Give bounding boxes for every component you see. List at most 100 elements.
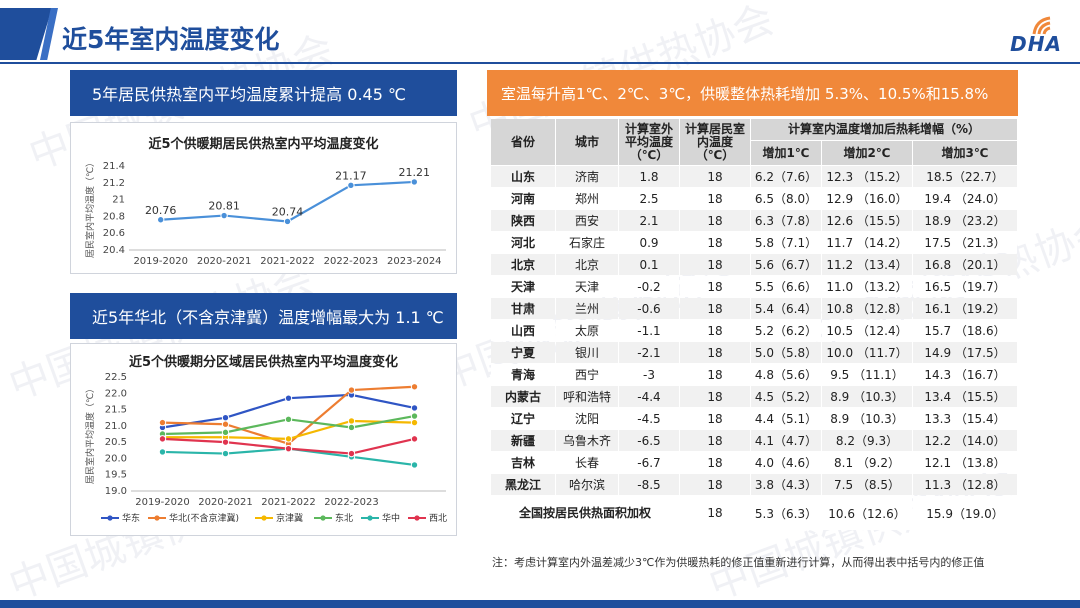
x-tick-label: 2021-2022 [260, 256, 315, 267]
y-tick-label: 22.5 [105, 372, 127, 383]
data-point [221, 438, 230, 446]
cell-inc2: 8.9 （10.3） [822, 386, 912, 407]
cell-inc1: 6.2（7.6） [751, 166, 821, 187]
data-point [220, 211, 228, 220]
data-point [221, 420, 230, 428]
y-axis-label: 居民室内平均温度（℃） [84, 384, 96, 484]
legend-marker [107, 515, 113, 521]
chart-title: 近5个供暖期居民供热室内平均温度变化 [148, 137, 379, 152]
chart-panel-regional: 近5个供暖期分区域居民供热室内平均温度变化 居民室内平均温度（℃） 22.5 22.… [70, 343, 457, 536]
data-point [347, 423, 356, 432]
data-point [283, 217, 292, 226]
cell-inc3: 15.9（19.0） [913, 496, 1017, 530]
cell-inc2: 12.9 （16.0） [822, 188, 912, 209]
cell-inc1: 5.2（6.2） [751, 320, 821, 341]
summary-headline-bottom: 近5年华北（不含京津冀）温度增幅最大为 1.1 ℃ [70, 293, 457, 339]
y-axis-label: 居民室内平均温度（℃） [84, 158, 96, 258]
data-point [284, 444, 293, 453]
cell-province: 黑龙江 [491, 474, 555, 495]
cell-inc1: 5.6（6.7） [751, 254, 821, 275]
heat-increase-headline: 室温每升高1℃、2℃、3℃，供暖整体热耗增加 5.3%、10.5%和15.8% [487, 70, 1018, 116]
cell-inc1: 5.4（6.4） [751, 298, 821, 319]
data-point [158, 435, 167, 443]
cell-inc2: 11.2 （13.4） [822, 254, 912, 275]
table-row: 黑龙江 哈尔滨 -8.5 18 3.8（4.3） 7.5 （8.5） 11.3 （12.8） [491, 474, 1017, 495]
x-tick-label: 2020-2021 [197, 256, 252, 267]
cell-outdoor-temp: -1.1 [619, 320, 679, 341]
cell-city: 石家庄 [556, 232, 618, 253]
cell-indoor-temp: 18 [680, 430, 750, 451]
cell-inc2: 11.7 （14.2） [822, 232, 912, 253]
legend-label: 华北(不含京津冀) [169, 512, 239, 524]
y-tick-label: 22.0 [105, 388, 127, 399]
cell-inc3: 12.1 （13.8） [913, 452, 1017, 473]
data-point [410, 435, 419, 443]
cell-city: 长春 [556, 452, 618, 473]
cell-inc1: 5.0（5.8） [751, 342, 821, 363]
cell-inc3: 11.3 （12.8） [913, 474, 1017, 495]
cell-indoor-temp: 18 [680, 298, 750, 319]
cell-city: 北京 [556, 254, 618, 275]
cell-province: 甘肃 [491, 298, 555, 319]
cell-city: 济南 [556, 166, 618, 187]
legend-marker [154, 515, 160, 521]
y-tick-label: 19.5 [105, 470, 127, 481]
y-tick-label: 21.2 [103, 178, 125, 189]
data-point [284, 415, 293, 424]
cell-province: 吉林 [491, 452, 555, 473]
cell-city: 西宁 [556, 364, 618, 385]
data-point [410, 404, 419, 412]
table-footnote: 注：考虑计算室内外温差减少3℃作为供暖热耗的修正值重新进行计算，从而得出表中括号… [492, 556, 985, 569]
cell-province: 北京 [491, 254, 555, 275]
cell-outdoor-temp: -8.5 [619, 474, 679, 495]
data-label: 21.17 [335, 169, 367, 182]
data-label: 20.81 [208, 200, 240, 213]
cell-inc3: 17.5 （21.3） [913, 232, 1017, 253]
y-tick-label: 21.0 [105, 421, 127, 432]
table-row: 辽宁 沈阳 -4.5 18 4.4（5.1） 8.9 （10.3） 13.3 （15.4） [491, 408, 1017, 429]
cell-inc1: 4.4（5.1） [751, 408, 821, 429]
column-header-inc3: 增加3℃ [913, 141, 1017, 165]
table-row: 河北 石家庄 0.9 18 5.8（7.1） 11.7 （14.2） 17.5 （21.3） [491, 232, 1017, 253]
cell-inc3: 12.2 （14.0） [913, 430, 1017, 451]
data-point [158, 448, 167, 456]
y-tick-label: 20.4 [103, 245, 125, 256]
data-point [157, 216, 165, 224]
y-tick-label: 19.0 [105, 486, 127, 497]
cell-outdoor-temp: 0.9 [619, 232, 679, 253]
x-tick-label: 2021-2022 [261, 497, 316, 508]
cell-outdoor-temp: -2.1 [619, 342, 679, 363]
y-tick-label: 20.5 [105, 437, 127, 448]
table-row: 宁夏 银川 -2.1 18 5.0（5.8） 10.0 （11.7） 14.9 （17.5） [491, 342, 1017, 363]
cell-outdoor-temp: -4.4 [619, 386, 679, 407]
cell-inc3: 14.3 （16.7） [913, 364, 1017, 385]
cell-city: 兰州 [556, 298, 618, 319]
table-row: 天津 天津 -0.2 18 5.5（6.6） 11.0 （13.2） 16.5 （19.7） [491, 276, 1017, 297]
cell-outdoor-temp: -3 [619, 364, 679, 385]
cell-inc3: 13.3 （15.4） [913, 408, 1017, 429]
page-title: 近5年室内温度变化 [62, 25, 280, 54]
data-point [284, 435, 293, 443]
cell-inc2: 10.5 （12.4） [822, 320, 912, 341]
data-point [347, 449, 356, 458]
cell-outdoor-temp: 2.1 [619, 210, 679, 231]
data-point [284, 394, 293, 402]
chart-panel-overall: 近5个供暖期居民供热室内平均温度变化 居民室内平均温度（℃） 21.4 21.2 21… [70, 122, 457, 274]
data-point [221, 449, 230, 458]
cell-inc1: 5.5（6.6） [751, 276, 821, 297]
cell-province: 内蒙古 [491, 386, 555, 407]
x-tick-label: 2019-2020 [135, 497, 190, 508]
cell-province: 新疆 [491, 430, 555, 451]
legend-marker [261, 515, 267, 521]
x-tick-label: 2019-2020 [133, 256, 188, 267]
cell-province: 山东 [491, 166, 555, 187]
cell-indoor-temp: 18 [680, 254, 750, 275]
legend-marker [367, 515, 373, 521]
cell-indoor-temp: 18 [680, 210, 750, 231]
cell-city: 乌鲁木齐 [556, 430, 618, 451]
y-tick-label: 20.0 [105, 453, 127, 464]
data-point [347, 417, 356, 425]
cell-indoor-temp: 18 [680, 474, 750, 495]
cell-indoor-temp: 18 [680, 342, 750, 363]
data-label: 20.76 [145, 204, 177, 217]
